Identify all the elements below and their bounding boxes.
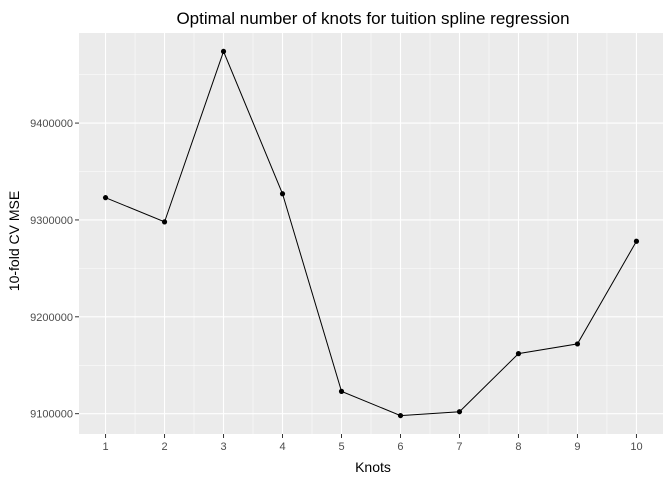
x-tick-label-3: 3 [220, 441, 226, 453]
data-point-9 [574, 341, 581, 347]
x-tick-label-4: 4 [279, 441, 285, 453]
y-tick-label-9100000: 9100000 [30, 409, 73, 421]
x-tick-label-7: 7 [456, 441, 462, 453]
chart-title: Optimal number of knots for tuition spli… [176, 9, 569, 28]
y-tick-label-9300000: 9300000 [30, 215, 73, 227]
data-point-8 [515, 351, 522, 357]
y-tick-label-9400000: 9400000 [30, 118, 73, 130]
y-tick-label-9200000: 9200000 [30, 312, 73, 324]
data-point-7 [456, 409, 463, 415]
data-point-3 [220, 48, 227, 55]
x-tick-label-8: 8 [515, 441, 521, 453]
x-tick-label-10: 10 [630, 441, 642, 453]
data-point-6 [397, 412, 404, 419]
series-line [105, 49, 637, 417]
data-point-5 [338, 388, 345, 394]
data-point-10 [633, 238, 640, 244]
x-tick-label-2: 2 [161, 441, 167, 453]
x-axis-title: Knots [355, 459, 391, 475]
x-tick-label-5: 5 [338, 441, 344, 453]
y-axis-title: 10-fold CV MSE [6, 191, 22, 291]
data-point-1 [102, 195, 109, 201]
data-point-4 [279, 191, 286, 197]
plot-area: 1 2 3 4 5 6 7 8 9 10 9100000 9200000 9300000 9400000 [30, 33, 663, 453]
x-tick-label-6: 6 [397, 441, 403, 453]
data-point-2 [161, 219, 168, 225]
x-tick-label-9: 9 [574, 441, 580, 453]
x-tick-label-1: 1 [102, 441, 108, 453]
